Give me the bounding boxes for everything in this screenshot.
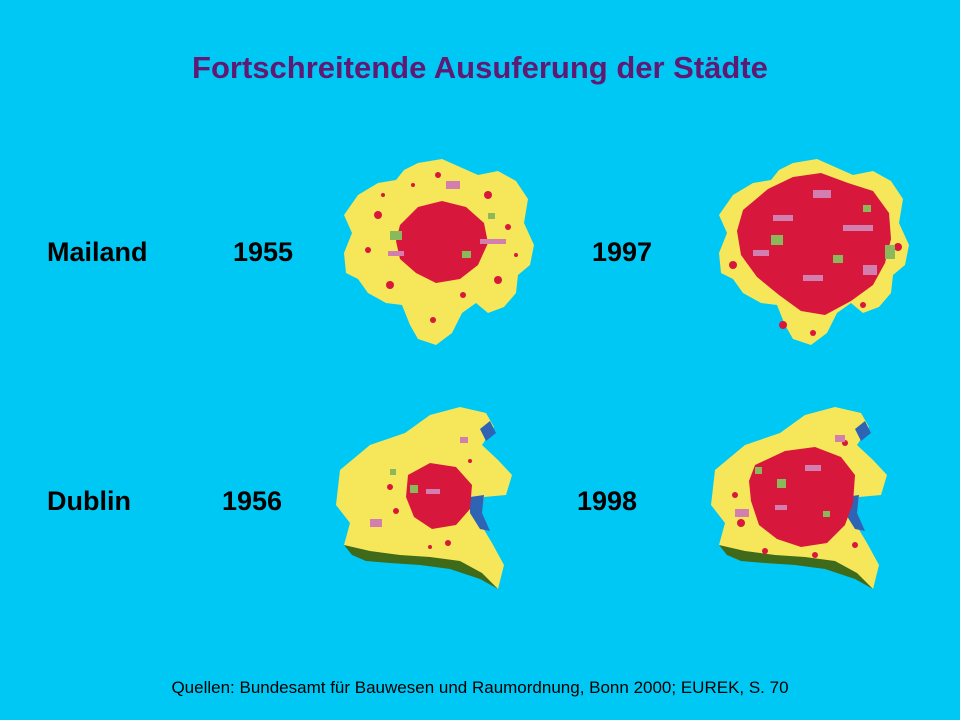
map-water	[470, 421, 496, 531]
map-built-core	[396, 201, 488, 283]
map-built-patches	[732, 440, 858, 558]
map-built-patches	[729, 243, 902, 336]
map-infrastructure	[753, 190, 877, 281]
map-mailand-1955	[344, 159, 534, 345]
slide-title: Fortschreitende Ausuferung der Städte	[192, 50, 768, 85]
year-label-dublin-late: 1998	[577, 486, 638, 516]
city-label-dublin: Dublin	[47, 486, 131, 516]
map-green-areas	[755, 467, 830, 517]
map-dublin-1998	[711, 407, 887, 589]
map-infrastructure	[370, 437, 468, 527]
map-built-core	[406, 463, 472, 529]
map-built-core	[737, 173, 891, 315]
map-green-areas	[390, 469, 418, 493]
map-infrastructure	[735, 435, 845, 517]
map-built-patches	[365, 172, 518, 323]
map-dublin-1956	[336, 407, 512, 589]
map-built-core	[749, 447, 855, 547]
map-green-areas	[390, 213, 495, 258]
city-label-mailand: Mailand	[47, 237, 148, 267]
map-built-patches	[387, 459, 472, 549]
source-note: Quellen: Bundesamt für Bauwesen und Raum…	[171, 678, 789, 697]
map-mailand-1997	[719, 159, 909, 345]
map-infrastructure	[388, 181, 506, 256]
map-forest-coast	[344, 545, 498, 589]
year-label-mailand-late: 1997	[592, 237, 653, 267]
map-forest-coast	[719, 545, 873, 589]
year-label-mailand-early: 1955	[233, 237, 294, 267]
map-green-areas	[771, 205, 895, 263]
year-label-dublin-early: 1956	[222, 486, 283, 516]
